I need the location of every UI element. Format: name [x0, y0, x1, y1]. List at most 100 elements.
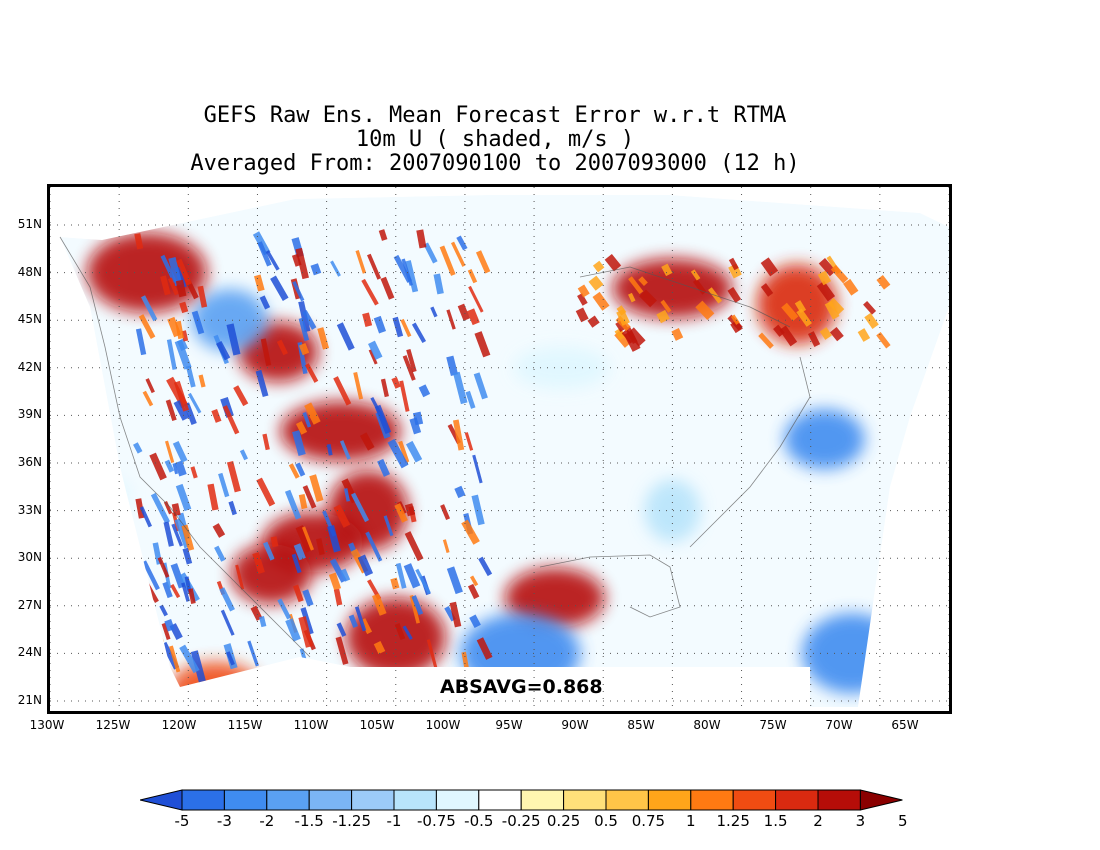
field-streak	[265, 250, 280, 271]
field-streak	[139, 506, 152, 528]
lon-tick-label: 75W	[759, 718, 787, 732]
field-streak	[395, 562, 407, 589]
field-streak	[295, 247, 309, 280]
field-streak	[190, 650, 206, 683]
field-streak	[475, 250, 491, 274]
colorbar-swatch	[308, 789, 353, 811]
field-streak	[728, 263, 742, 279]
field-streak	[454, 485, 466, 499]
colorbar-arrow-left	[140, 789, 183, 811]
field-streak	[170, 563, 186, 589]
field-streak	[165, 440, 175, 463]
field-streak	[211, 408, 222, 423]
field-streak	[262, 433, 270, 451]
field-streak	[298, 343, 310, 356]
field-blob	[60, 473, 130, 516]
colorbar-tick-label: 0.5	[594, 812, 618, 830]
field-streak	[276, 339, 288, 356]
field-streak	[469, 575, 479, 587]
field-streak	[476, 637, 493, 660]
colorbar-tick-label: 1.25	[716, 812, 750, 830]
colorbar-tick-label: -0.75	[416, 812, 456, 830]
field-streak	[400, 318, 412, 338]
field-blob	[231, 544, 312, 605]
colorbar-tick-label: -1	[386, 812, 402, 830]
field-streak	[173, 380, 190, 412]
field-streak	[446, 355, 459, 376]
field-streak	[218, 472, 230, 498]
field-streak	[773, 324, 785, 337]
lat-tick-label: 24N	[17, 645, 42, 660]
field-streak	[464, 432, 474, 451]
field-streak	[361, 278, 379, 306]
field-streak	[439, 245, 456, 276]
field-streak	[298, 493, 308, 510]
field-blob	[644, 479, 701, 542]
field-streak	[304, 402, 321, 425]
field-streak	[255, 369, 269, 398]
field-streak	[614, 327, 626, 341]
field-streak	[461, 651, 469, 670]
field-streak	[588, 275, 604, 291]
map-plot-area	[47, 184, 952, 714]
field-streak	[175, 279, 187, 298]
colorbar-tick-label: 0.25	[546, 812, 581, 830]
lat-tick-label: 39N	[17, 407, 42, 422]
field-streak	[760, 283, 774, 297]
field-streak	[730, 314, 740, 325]
field-streak	[411, 322, 427, 344]
field-streak	[374, 404, 392, 435]
field-streak	[616, 309, 630, 326]
field-streak	[145, 634, 163, 658]
field-streak	[863, 300, 877, 315]
field-streak	[292, 584, 304, 603]
field-streak	[373, 315, 387, 334]
field-streak	[162, 581, 173, 599]
lon-tick-label: 115W	[227, 718, 263, 732]
field-streak	[377, 458, 391, 477]
field-streak	[695, 300, 715, 320]
field-streak	[450, 241, 466, 267]
field-streak	[372, 593, 387, 616]
colorbar-swatch	[647, 789, 692, 811]
lon-tick-label: 90W	[561, 718, 589, 732]
field-streak	[135, 328, 147, 356]
field-streak	[391, 376, 401, 389]
field-streak	[235, 564, 245, 590]
field-streak	[876, 331, 891, 349]
field-blob	[191, 289, 268, 352]
field-streak	[333, 588, 343, 606]
field-streak	[185, 280, 199, 300]
streak-layer	[133, 229, 891, 683]
field-streak	[816, 280, 836, 302]
field-streak	[310, 263, 322, 276]
field-streak	[190, 466, 198, 479]
field-streak	[380, 276, 395, 300]
field-streak	[174, 339, 192, 370]
field-streak	[355, 250, 367, 274]
field-streak	[824, 300, 840, 320]
field-streak	[159, 604, 168, 617]
field-streak	[728, 257, 739, 271]
field-streak	[730, 319, 743, 334]
field-streak	[362, 312, 373, 327]
field-streak	[233, 385, 249, 407]
lat-tick-label: 27N	[17, 597, 42, 612]
field-streak	[402, 625, 413, 640]
field-streak	[292, 281, 305, 302]
field-streak	[166, 339, 177, 370]
field-streak	[179, 301, 189, 314]
field-streak	[378, 229, 388, 241]
colorbar-tick-label: 1.5	[763, 812, 788, 830]
field-streak	[829, 326, 844, 342]
field-streak	[302, 485, 317, 509]
field-streak	[260, 338, 272, 366]
field-streak	[368, 349, 378, 365]
colorbar-swatch	[605, 789, 649, 811]
field-streak	[354, 606, 367, 632]
field-streak	[168, 256, 183, 287]
field-streak	[794, 300, 807, 314]
field-streak	[335, 636, 349, 665]
colorbar-tick-label: 0.75	[631, 812, 666, 830]
field-streak	[270, 536, 279, 548]
